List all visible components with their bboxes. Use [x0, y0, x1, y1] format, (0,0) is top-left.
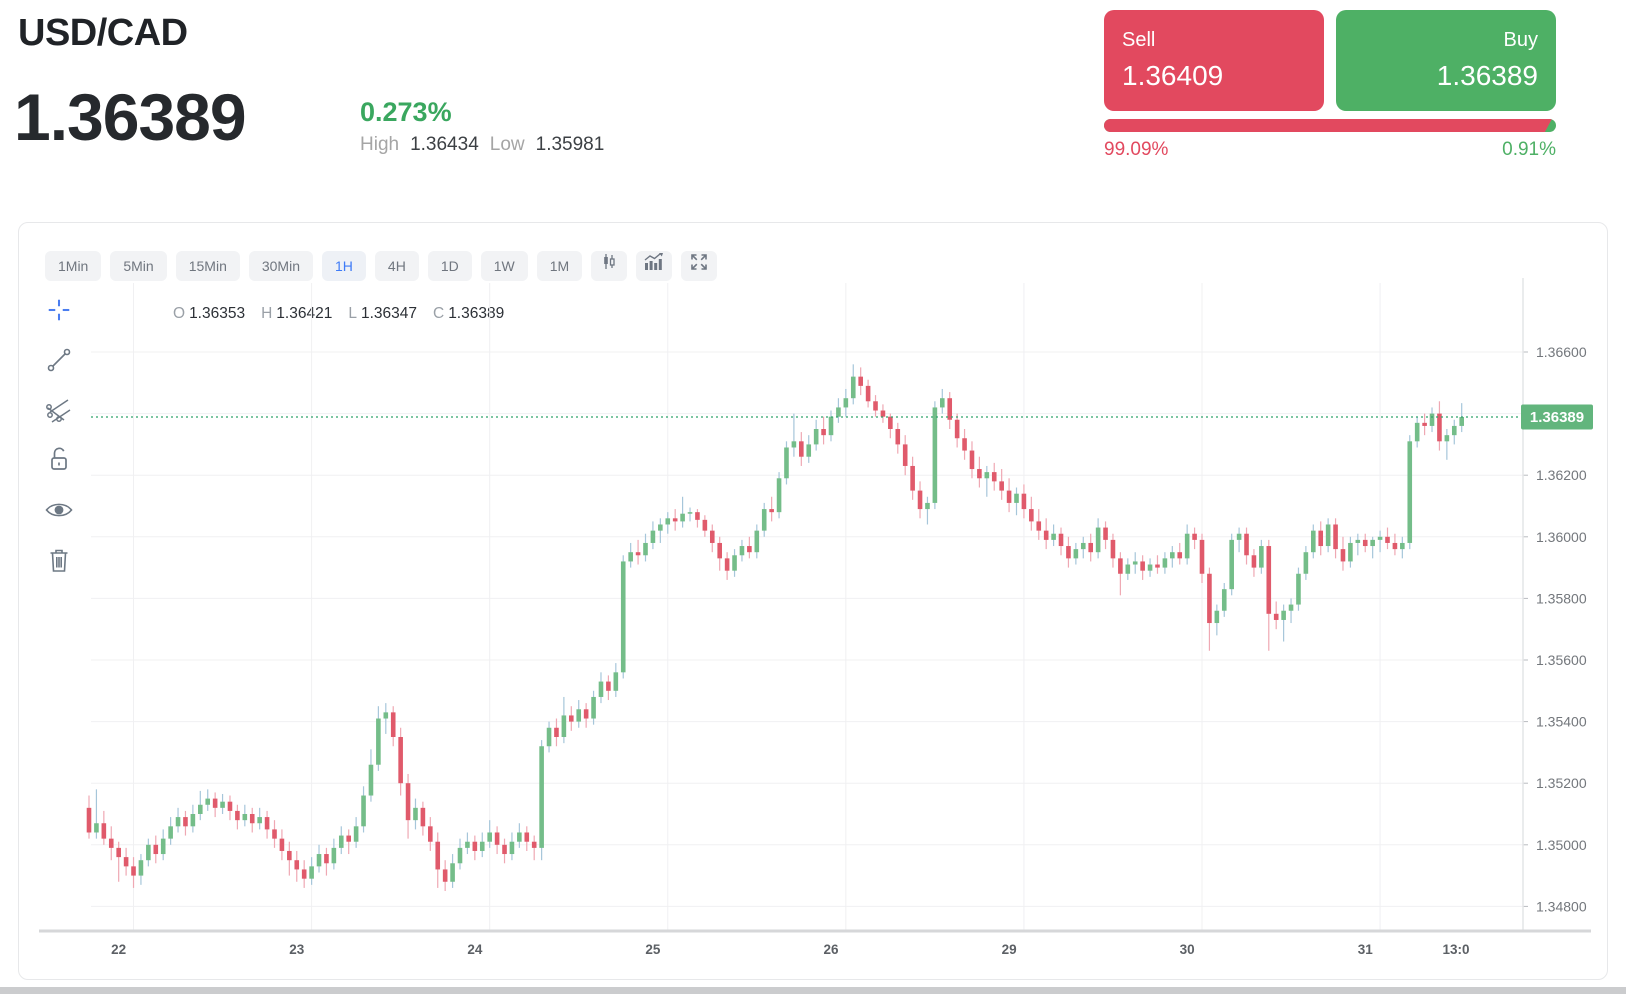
- svg-text:31: 31: [1358, 942, 1374, 957]
- svg-text:1.35400: 1.35400: [1536, 714, 1587, 730]
- ohlc-l-label: L: [348, 305, 357, 322]
- indicators-button[interactable]: [636, 251, 673, 281]
- buy-label: Buy: [1503, 29, 1538, 51]
- delete-tool-button[interactable]: [44, 549, 74, 576]
- sell-label: Sell: [1122, 29, 1156, 51]
- buy-price: 1.36389: [1436, 60, 1538, 91]
- indicators-icon: [644, 251, 664, 281]
- svg-text:25: 25: [645, 942, 661, 957]
- svg-text:30: 30: [1180, 942, 1195, 957]
- svg-text:23: 23: [289, 942, 305, 957]
- svg-text:1.36389: 1.36389: [1530, 409, 1584, 426]
- ohlc-l-value: 1.36347: [360, 305, 417, 322]
- parallel-channel-tool-button[interactable]: [44, 399, 74, 426]
- timeframe-toolbar: 1Min 5Min 15Min 30Min 1H 4H 1D 1W 1M: [45, 251, 718, 281]
- timeframe-5min[interactable]: 5Min: [110, 251, 167, 281]
- parallel-channel-icon: [44, 396, 74, 429]
- trash-icon: [47, 546, 71, 579]
- svg-text:24: 24: [467, 942, 483, 957]
- svg-text:22: 22: [111, 942, 126, 957]
- timeframe-1w[interactable]: 1W: [480, 251, 528, 281]
- ohlc-o-label: O: [173, 305, 186, 322]
- svg-text:1.36200: 1.36200: [1536, 467, 1587, 483]
- ohlc-o-value: 1.36353: [189, 305, 246, 322]
- svg-text:13:0: 13:0: [1442, 942, 1469, 957]
- lock-tool-button[interactable]: [44, 447, 74, 476]
- ohlc-h-label: H: [261, 305, 273, 322]
- timeframe-30min[interactable]: 30Min: [248, 251, 313, 281]
- pair-title: USD/CAD: [18, 12, 188, 54]
- buy-percent: 0.91%: [1502, 139, 1556, 160]
- visibility-tool-button[interactable]: [44, 499, 74, 526]
- eye-icon: [44, 500, 74, 525]
- timeframe-4h[interactable]: 4H: [374, 251, 419, 281]
- timeframe-15min[interactable]: 15Min: [175, 251, 240, 281]
- high-value: 1.36434: [410, 134, 479, 155]
- timeframe-1d[interactable]: 1D: [427, 251, 472, 281]
- candlestick-icon: [600, 251, 618, 281]
- low-value: 1.35981: [535, 134, 605, 155]
- crosshair-tool-button[interactable]: [44, 299, 74, 326]
- buy-button[interactable]: Buy 1.36389: [1336, 10, 1556, 111]
- sell-price: 1.36409: [1122, 60, 1224, 91]
- chart-type-button[interactable]: [591, 251, 628, 281]
- high-label: High: [360, 134, 400, 155]
- sentiment-bar-sell-portion: [1104, 119, 1552, 132]
- svg-text:29: 29: [1002, 942, 1017, 957]
- svg-text:1.36600: 1.36600: [1536, 344, 1587, 360]
- crosshair-icon: [44, 296, 74, 329]
- svg-text:1.35600: 1.35600: [1536, 652, 1587, 668]
- current-price: 1.36389: [14, 80, 247, 154]
- sell-button[interactable]: Sell 1.36409: [1104, 10, 1324, 111]
- candlestick-chart[interactable]: 1.36600 1.36200 1.36000 1.35800 1.35600 1.354…: [19, 223, 1609, 981]
- horizontal-scrollbar[interactable]: [0, 987, 1626, 994]
- trend-line-tool-button[interactable]: [44, 346, 74, 379]
- chart-panel: 1Min 5Min 15Min 30Min 1H 4H 1D 1W 1M: [18, 222, 1608, 980]
- unlock-icon: [46, 445, 72, 480]
- change-percent: 0.273%: [360, 97, 452, 127]
- svg-text:1.34800: 1.34800: [1536, 898, 1587, 914]
- fullscreen-icon: [690, 251, 708, 281]
- ohlc-c-label: C: [432, 305, 445, 322]
- svg-text:1.35200: 1.35200: [1536, 775, 1587, 791]
- svg-text:1.35800: 1.35800: [1536, 590, 1587, 606]
- svg-text:1.36000: 1.36000: [1536, 529, 1587, 545]
- low-label: Low: [489, 134, 525, 155]
- sentiment-bar: [1104, 119, 1556, 132]
- ohlc-readout: O 1.36353 H 1.36421 L 1.36347 C 1.36389: [173, 305, 504, 323]
- timeframe-1h[interactable]: 1H: [322, 251, 366, 281]
- fullscreen-button[interactable]: [681, 251, 718, 281]
- svg-text:1.35000: 1.35000: [1536, 837, 1587, 853]
- timeframe-1min[interactable]: 1Min: [45, 251, 102, 281]
- sentiment-percents: 99.09% 0.91%: [1104, 139, 1556, 161]
- drawing-toolbar: [41, 299, 77, 576]
- ohlc-c-value: 1.36389: [448, 305, 505, 322]
- sell-percent: 99.09%: [1104, 139, 1169, 160]
- trend-line-icon: [45, 346, 73, 379]
- ohlc-h-value: 1.36421: [276, 305, 333, 322]
- svg-text:26: 26: [823, 942, 839, 957]
- timeframe-1m[interactable]: 1M: [536, 251, 583, 281]
- high-low-row: High 1.36434 Low 1.35981: [360, 134, 604, 156]
